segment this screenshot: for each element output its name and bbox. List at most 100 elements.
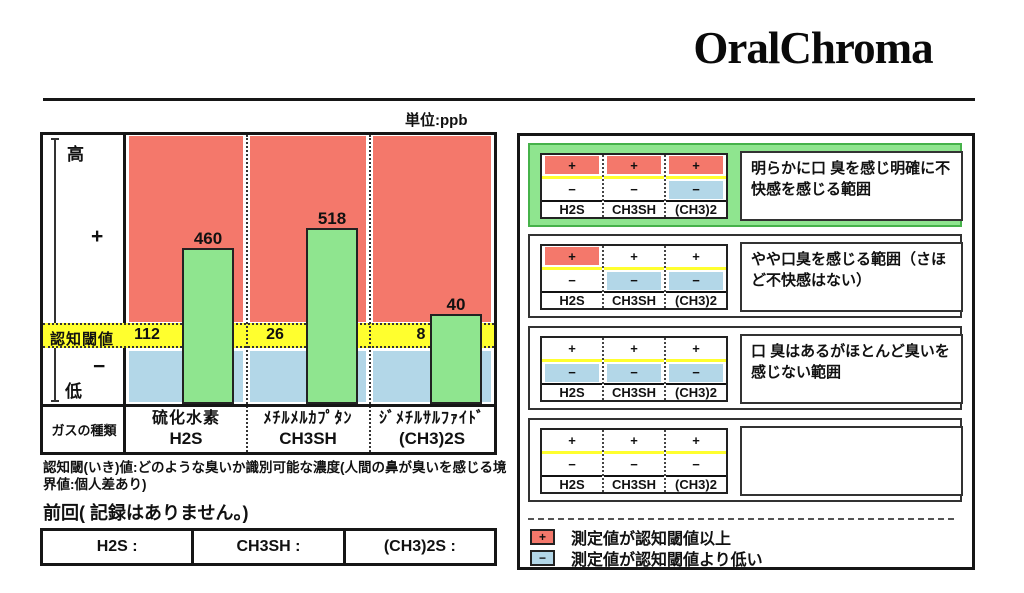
threshold-line xyxy=(666,358,726,363)
mini-table-column: + − H2S xyxy=(542,155,602,217)
plus-cell: + xyxy=(604,430,664,451)
mini-table-column: + − H2S xyxy=(542,246,602,308)
minus-symbol: − xyxy=(692,182,700,198)
mini-table-column: + − (CH3)2 xyxy=(664,430,726,492)
legend-swatch: + xyxy=(530,529,555,545)
legend-row: + 測定値が認知閾値以上 xyxy=(530,528,731,548)
plus-cell: + xyxy=(666,246,726,267)
label-divider-line xyxy=(604,383,664,386)
minus-symbol: − xyxy=(568,273,576,289)
odor-range-box: + − H2S + − CH3SH + − (CH3)2 xyxy=(528,418,963,502)
minus-symbol: − xyxy=(692,457,700,473)
label-divider-line xyxy=(542,475,602,478)
plus-symbol: + xyxy=(630,248,638,264)
mini-column-label: (CH3)2 xyxy=(675,385,717,401)
range-mini-table: + − H2S + − CH3SH + − (CH3)2 xyxy=(540,153,728,219)
gas-type-row-label: ガスの種類 xyxy=(51,423,117,438)
plus-cell: + xyxy=(604,338,664,359)
range-description xyxy=(740,426,963,496)
minus-cell: − xyxy=(666,362,726,383)
minus-highlight: − xyxy=(607,456,661,474)
threshold-line xyxy=(666,266,726,271)
minus-cell: − xyxy=(604,362,664,383)
plus-highlight: + xyxy=(607,247,661,265)
gas-name: ｼﾞﾒﾁﾙｻﾙﾌｧｲﾄﾞ (CH3)2S xyxy=(370,409,494,449)
threshold-line xyxy=(542,358,602,363)
minus-highlight: − xyxy=(669,180,723,199)
range-mini-table: + − H2S + − CH3SH + − (CH3)2 xyxy=(540,428,728,494)
odor-range-box: + − H2S + − CH3SH + − (CH3)2 明らかに口 臭を感じ明確に不快感を感じる… xyxy=(528,143,963,227)
threshold-line xyxy=(542,175,602,180)
mini-column-label: H2S xyxy=(559,385,585,401)
plus-cell: + xyxy=(666,338,726,359)
plus-symbol: + xyxy=(692,248,700,264)
mini-table-column: + − CH3SH xyxy=(602,338,664,400)
mini-column-label: CH3SH xyxy=(611,385,657,401)
previous-result-label: 前回( 記録はありません。) xyxy=(43,503,249,523)
plus-cell: + xyxy=(542,430,602,451)
minus-symbol: − xyxy=(630,457,638,473)
gas-name-jp: ｼﾞﾒﾁﾙｻﾙﾌｧｲﾄﾞ xyxy=(378,410,485,427)
label-divider-line xyxy=(666,383,726,386)
minus-symbol: − xyxy=(630,182,638,198)
minus-symbol: − xyxy=(692,365,700,381)
minus-cell: − xyxy=(542,179,602,200)
minus-symbol: − xyxy=(692,273,700,289)
plus-symbol: + xyxy=(630,157,638,173)
range-mini-table: + − H2S + − CH3SH + − (CH3)2 xyxy=(540,244,728,310)
axis-label-high: 高 xyxy=(67,145,84,164)
plus-symbol: + xyxy=(568,248,576,264)
minus-cell: − xyxy=(542,362,602,383)
mini-table-column: + − (CH3)2 xyxy=(664,338,726,400)
threshold-value: 112 xyxy=(134,326,160,343)
minus-highlight: − xyxy=(607,271,661,290)
minus-cell: − xyxy=(542,454,602,475)
axis-label-minus: − xyxy=(93,355,106,378)
minus-highlight: − xyxy=(545,456,599,474)
mini-column-label: (CH3)2 xyxy=(675,477,717,493)
threshold-line xyxy=(604,266,664,271)
y-axis-line xyxy=(51,138,59,402)
plus-symbol: + xyxy=(692,340,700,356)
mini-table-column: + − H2S xyxy=(542,430,602,492)
legend-separator xyxy=(528,518,954,520)
threshold-line xyxy=(542,266,602,271)
legend-text: 測定値が認知閾値より低い xyxy=(571,552,763,569)
gas-value-label: 460 xyxy=(193,229,223,248)
plus-cell: + xyxy=(666,155,726,176)
gas-value-label: 40 xyxy=(446,295,466,314)
gas-bar-chart: 高 + − 低 認知閾値 ガスの種類 112 460 硫化水素 H2S 26 518 ﾒﾁﾙ… xyxy=(40,132,497,455)
mini-table-column: + − (CH3)2 xyxy=(664,246,726,308)
range-description: 口 臭はあるがほとんど臭いを感じない範囲 xyxy=(740,334,963,404)
gas-name-jp: ﾒﾁﾙﾒﾙｶﾌﾟﾀﾝ xyxy=(263,410,353,427)
mini-column-label: CH3SH xyxy=(611,293,657,309)
mini-table-column: + − CH3SH xyxy=(602,430,664,492)
mini-column-label: (CH3)2 xyxy=(675,202,717,218)
minus-cell: − xyxy=(604,270,664,291)
minus-symbol: − xyxy=(568,365,576,381)
legend-swatch: − xyxy=(530,550,555,566)
plus-highlight: + xyxy=(669,247,723,265)
threshold-band: 認知閾値 xyxy=(43,323,494,348)
minus-cell: − xyxy=(666,179,726,200)
gas-name-jp: 硫化水素 xyxy=(151,410,220,427)
minus-highlight: − xyxy=(669,271,723,290)
range-description: 明らかに口 臭を感じ明確に不快感を感じる範囲 xyxy=(740,151,963,221)
minus-highlight: − xyxy=(545,363,599,382)
mini-column-label: CH3SH xyxy=(611,477,657,493)
minus-highlight: − xyxy=(607,181,661,199)
plus-symbol: + xyxy=(568,157,576,173)
plus-highlight: + xyxy=(545,247,599,266)
label-divider-line xyxy=(542,383,602,386)
minus-cell: − xyxy=(666,270,726,291)
mini-table-column: + − H2S xyxy=(542,338,602,400)
previous-result-cell: CH3SH : xyxy=(191,531,342,563)
previous-result-cell: (CH3)2S : xyxy=(342,531,494,563)
gas-value-bar xyxy=(182,248,234,404)
plus-highlight: + xyxy=(545,156,599,175)
threshold-value: 26 xyxy=(266,326,284,343)
label-divider-line xyxy=(542,200,602,203)
gas-name-formula: CH3SH xyxy=(279,429,337,448)
plus-highlight: + xyxy=(607,156,661,175)
